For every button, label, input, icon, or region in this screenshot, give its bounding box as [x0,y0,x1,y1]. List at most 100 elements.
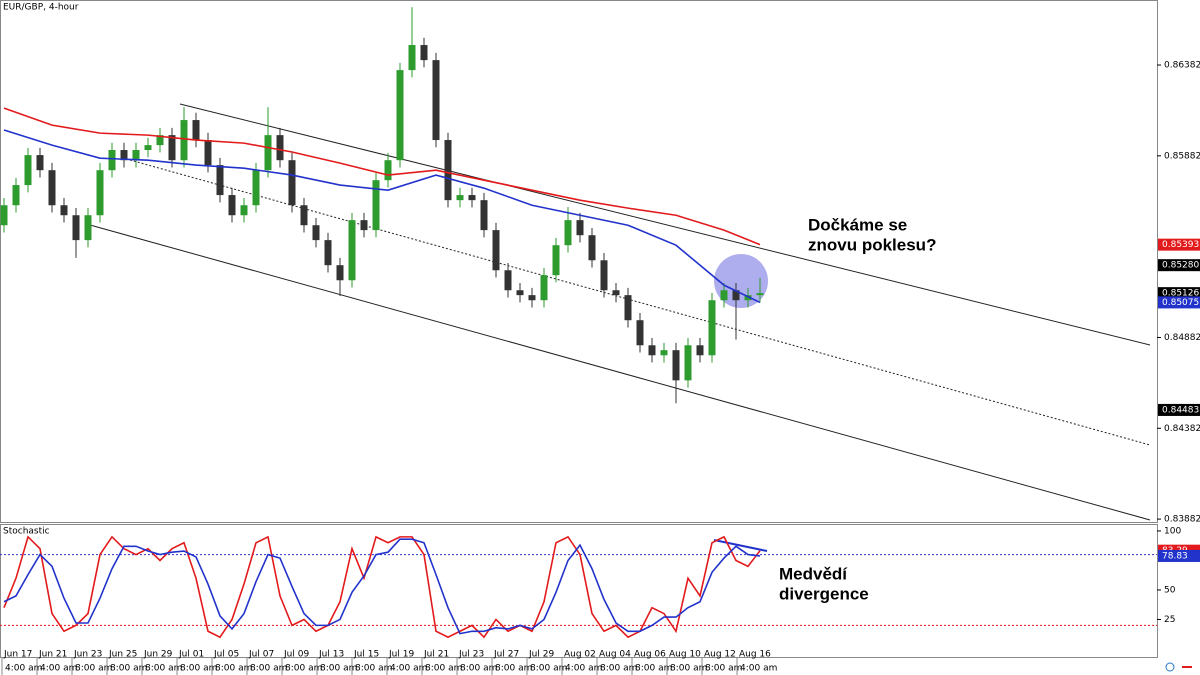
annotation: Medvědí [779,564,848,583]
candle-body [492,230,500,271]
candle-body [384,160,392,181]
series-line [3,107,761,246]
candle-body [588,235,596,261]
candle-body [444,140,452,201]
price-tag-label: 78.83 [1162,551,1188,561]
candle-body [708,300,716,356]
x-tick-label: Jun 17 [3,650,32,660]
candle-body [636,320,644,346]
candle-body [432,60,440,141]
series-line [3,535,761,639]
candle-body [12,185,20,206]
toolbar-icons[interactable] [1165,662,1192,672]
y-tick-label: 0.85882 [1164,151,1200,161]
candle-body [288,160,296,206]
x-tick-label: 8:00 am [425,664,462,674]
candle-body [504,270,512,291]
price-tag-label: 0.85393 [1162,240,1199,250]
candle-body [204,140,212,166]
chart-title: EUR/GBP, 4-hour [3,3,79,13]
x-tick-label: Jun 29 [143,650,173,660]
candle-body [576,220,584,236]
candle-body [108,150,116,171]
x-tick-label: 4:00 am [5,664,42,674]
x-tick-label: Aug 06 [634,650,666,660]
x-tick-label: 4:00 am [40,664,77,674]
x-tick-label: 8:00 am [670,664,707,674]
x-tick-label: Jun 23 [73,650,102,660]
candle-body [228,195,236,216]
x-tick-label: Jul 27 [493,650,519,660]
candle-body [516,290,524,296]
candle-body [660,350,668,356]
x-tick-label: 8:00 am [635,664,672,674]
candle-body [612,290,620,296]
candle-body [0,205,8,226]
x-tick-label: Aug 12 [704,650,736,660]
price-tag [1158,296,1200,309]
y-tick-label: 25 [1164,615,1175,625]
candle-body [252,170,260,206]
candle-body [216,165,224,196]
x-tick-label: 8:00 am [530,664,567,674]
x-tick-label: 4:00 am [740,664,777,674]
stoch-title-bg [1,525,39,537]
stoch-panel [0,524,1158,658]
candle-body [696,345,704,356]
x-tick-label: Aug 04 [599,650,631,660]
icon[interactable] [1165,662,1175,672]
x-tick-label: Aug 02 [564,650,596,660]
candle-body [24,155,32,186]
x-tick-label: Jul 01 [178,650,204,660]
annotation: divergence [779,584,869,603]
x-tick-label: 8:00 am [355,664,392,674]
price-tag [1158,238,1200,251]
x-tick-label: Aug 10 [669,650,701,660]
candle-body [720,290,728,301]
candle-body [600,260,608,291]
candle-body [684,345,692,381]
candle-body [552,245,560,276]
candle-body [156,135,164,146]
x-tick-label: Jul 19 [388,650,414,660]
x-tick-label: 4:00 am [565,664,602,674]
divergence-line [713,539,768,552]
x-tick-label: Jul 21 [423,650,449,660]
candle-body [48,170,56,206]
channel-mid [129,159,1151,446]
x-tick-label: 8:00 am [180,664,217,674]
candle-body [528,295,536,301]
x-tick-label: 8:00 am [215,664,252,674]
x-tick-label: 8:00 am [110,664,147,674]
candle-body [480,200,488,231]
x-tick-label: 8:00 am [75,664,112,674]
candle-body [456,195,464,201]
price-tag [1158,259,1200,272]
candle-body [624,295,632,321]
x-tick-label: Aug 16 [739,650,771,660]
x-tick-label: 4:00 am [390,664,427,674]
x-tick-label: Jul 13 [318,650,344,660]
candle-body [84,215,92,241]
candle-body [60,205,68,216]
candle-body [300,205,308,226]
candle-body [168,135,176,161]
candle-body [36,155,44,171]
candle-body [348,220,356,281]
price-tag [1158,549,1200,562]
candle-body [468,195,476,201]
x-tick-label: 8:00 am [600,664,637,674]
price-tag [1158,287,1200,300]
candle-body [372,180,380,231]
candle-body [192,120,200,141]
candle-body [312,225,320,241]
candle-body [276,135,284,161]
x-tick-label: 8:00 am [495,664,532,674]
price-tag-label: 0.85126 [1162,289,1199,299]
candle-body [744,295,752,301]
x-tick-label: Jul 23 [458,650,484,660]
title-bg [1,1,67,13]
candle-body [336,265,344,281]
x-tick-label: 8:00 am [705,664,742,674]
